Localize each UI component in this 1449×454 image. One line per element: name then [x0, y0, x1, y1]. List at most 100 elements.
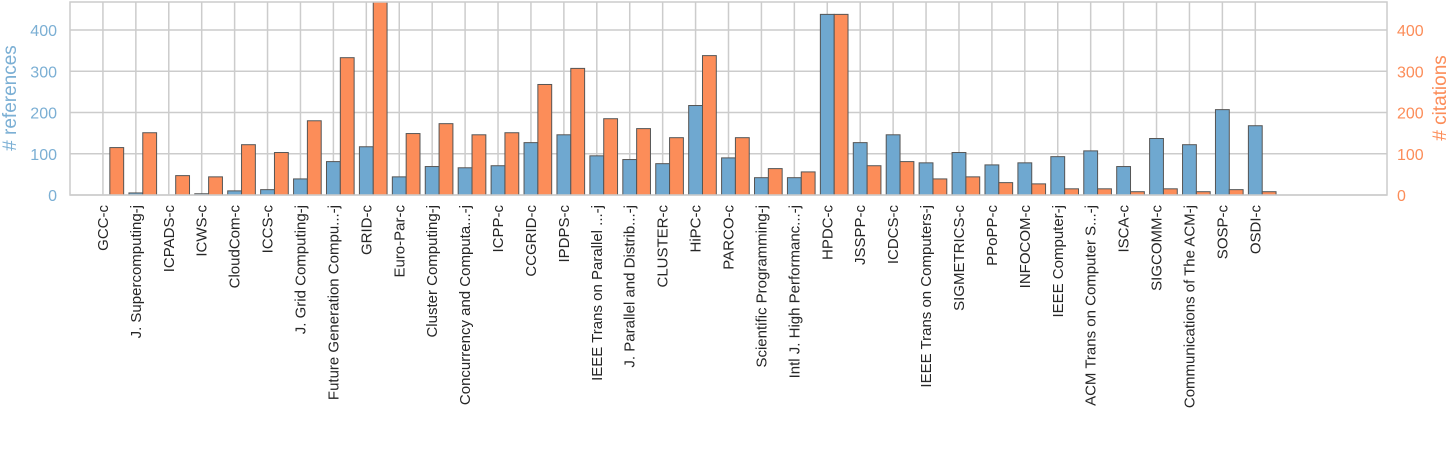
y2-tick-label: 100 — [1397, 147, 1424, 164]
x-tick-label: IEEE Trans on Computers-j — [918, 205, 935, 388]
citations-bar — [273, 152, 289, 195]
y-axis-label: # references — [0, 45, 21, 151]
x-tick-label: ICWS-c — [194, 205, 211, 257]
references-bar — [1149, 138, 1164, 195]
citations-bar — [142, 132, 158, 195]
references-bar — [1214, 109, 1230, 195]
x-tick-label: OSDI-c — [1247, 205, 1264, 255]
y2-tick-label: 400 — [1397, 23, 1424, 40]
y-tick-label: 0 — [48, 188, 57, 205]
citations-bar — [438, 123, 454, 195]
citations-bar — [372, 2, 388, 195]
x-tick-label: GCC-c — [95, 205, 112, 251]
references-bar — [754, 177, 769, 195]
citations-bar — [109, 147, 125, 195]
references-bar — [984, 164, 1000, 195]
citations-bar — [504, 132, 520, 195]
citations-bar — [965, 176, 981, 195]
citations-bar — [471, 134, 487, 195]
citations-bar — [636, 128, 651, 195]
citations-bar — [1228, 189, 1244, 195]
x-tick-label: SOSP-c — [1214, 205, 1231, 260]
x-tick-label: Concurrency and Computa...-j — [457, 205, 474, 405]
references-bar — [688, 105, 703, 195]
references-bar — [325, 161, 341, 195]
x-tick-label: JSSPP-c — [852, 205, 869, 266]
citations-bar — [998, 182, 1014, 195]
x-tick-label: HPDC-c — [819, 205, 836, 260]
x-tick-label: IEEE Trans on Parallel ...-j — [589, 205, 606, 381]
y2-tick-label: 0 — [1397, 188, 1406, 205]
x-tick-label: J. Parallel and Distrib...-j — [622, 205, 639, 368]
x-tick-label: Communications of The ACM-j — [1181, 205, 1198, 408]
references-bar — [622, 159, 638, 195]
citations-bar — [1031, 183, 1047, 195]
x-tick-label: HiPC-c — [688, 205, 705, 253]
x-tick-label: GRID-c — [358, 205, 375, 255]
citations-bar — [734, 137, 750, 195]
plot-frame — [69, 1, 1388, 196]
references-bar — [1182, 144, 1197, 195]
citations-bar — [767, 168, 783, 195]
citations-bar — [603, 118, 619, 195]
citations-bar — [208, 176, 223, 195]
references-bar — [293, 178, 308, 195]
x-tick-label: Future Generation Compu...-j — [325, 205, 342, 400]
references-bar — [457, 167, 473, 195]
references-bar — [786, 177, 802, 195]
references-bar — [1050, 156, 1066, 195]
x-tick-label: ICCS-c — [260, 205, 277, 254]
x-tick-label: ACM Trans on Computer S...-j — [1083, 205, 1100, 406]
x-tick-label: Scientific Programming-j — [753, 205, 770, 368]
citations-bar — [669, 137, 684, 195]
citations-bar — [175, 175, 191, 195]
x-tick-label: ICPP-c — [490, 205, 507, 253]
x-tick-label: SIGMETRICS-c — [951, 205, 968, 311]
citations-bar — [701, 55, 717, 195]
x-ticks: GCC-c J. Supercomputing-j ICPADS-c ICWS-c Cl… — [95, 205, 1264, 409]
references-bar — [1116, 166, 1132, 195]
citations-bar — [339, 57, 355, 195]
references-bar — [523, 142, 539, 195]
citations-bar — [306, 120, 322, 195]
references-bar — [358, 146, 374, 195]
x-tick-label: ICPADS-c — [161, 205, 178, 273]
x-tick-label: IPDPS-c — [556, 205, 573, 263]
x-tick-label: ISCA-c — [1116, 205, 1133, 253]
references-bar — [556, 134, 572, 195]
citations-bar — [1097, 188, 1112, 195]
references-bar — [391, 176, 407, 195]
references-bar — [424, 166, 440, 195]
x-tick-label: J. Grid Computing-j — [292, 205, 309, 334]
x-tick-label: Cluster Computing-j — [424, 205, 441, 338]
references-bar — [1083, 150, 1099, 195]
citations-bar — [570, 67, 586, 195]
citations-bar — [833, 13, 849, 195]
references-bar — [655, 163, 671, 195]
right-y-ticks: 0 100 200 300 400 — [1397, 23, 1424, 205]
y-tick-label: 100 — [30, 147, 57, 164]
x-tick-label: CCGRID-c — [523, 205, 540, 277]
references-bar — [885, 134, 901, 195]
x-tick-label: SIGCOMM-c — [1149, 205, 1166, 291]
left-y-ticks: 0 100 200 300 400 — [30, 23, 57, 205]
citations-bar — [1162, 188, 1178, 195]
citations-bar — [932, 178, 948, 195]
citations-bar — [899, 161, 915, 195]
y2-tick-label: 300 — [1397, 64, 1424, 81]
y-tick-label: 400 — [30, 23, 57, 40]
references-bar — [721, 157, 736, 195]
y2-tick-label: 200 — [1397, 106, 1424, 123]
x-tick-label: CLUSTER-c — [655, 205, 672, 288]
references-bar — [1247, 125, 1263, 195]
references-bar — [1017, 162, 1033, 195]
y-tick-label: 300 — [30, 64, 57, 81]
x-tick-label: J. Supercomputing-j — [128, 205, 145, 338]
references-bar — [918, 162, 934, 195]
references-bar — [819, 13, 835, 195]
x-tick-label: Intl J. High Performanc...-j — [786, 205, 803, 378]
citations-bar — [1064, 188, 1079, 195]
references-bar — [951, 152, 967, 195]
citations-bar — [800, 171, 816, 195]
x-tick-label: PARCO-c — [721, 205, 738, 270]
